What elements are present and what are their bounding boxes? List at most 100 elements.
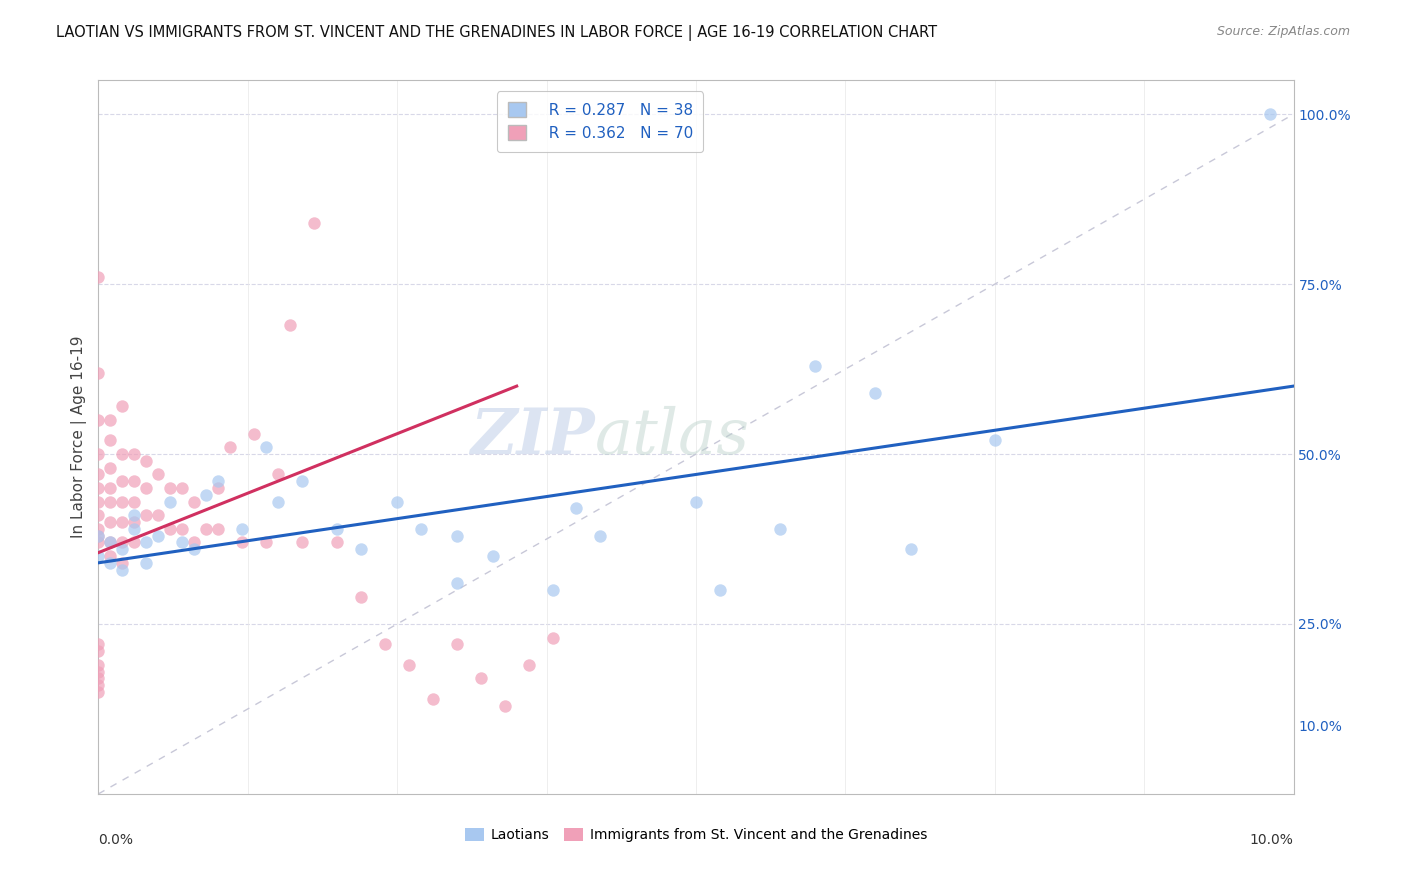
Point [98, 535, 122, 549]
Point [159, 494, 181, 508]
Point [482, 549, 505, 563]
Point [517, 657, 540, 672]
Point [135, 535, 157, 549]
Point [111, 556, 134, 570]
Point [87, 685, 110, 699]
Point [446, 576, 468, 591]
Point [87, 535, 110, 549]
Point [124, 447, 146, 461]
Point [267, 494, 290, 508]
Point [98, 535, 122, 549]
Point [148, 508, 170, 523]
Point [231, 535, 253, 549]
Point [87, 528, 110, 542]
Point [183, 542, 205, 557]
Point [124, 522, 146, 536]
Point [135, 508, 157, 523]
Point [87, 447, 110, 461]
Point [111, 400, 134, 414]
Point [87, 270, 110, 285]
Point [385, 494, 409, 508]
Point [87, 494, 110, 508]
Point [589, 528, 612, 542]
Point [148, 528, 170, 542]
Text: ZIP: ZIP [470, 407, 595, 467]
Point [111, 447, 134, 461]
Point [98, 460, 122, 475]
Point [98, 515, 122, 529]
Point [1258, 107, 1281, 121]
Point [159, 481, 181, 495]
Point [87, 467, 110, 482]
Point [124, 508, 146, 523]
Point [111, 542, 134, 557]
Text: 10.0%: 10.0% [1250, 833, 1294, 847]
Point [254, 440, 277, 454]
Point [291, 475, 314, 489]
Y-axis label: In Labor Force | Age 16-19: In Labor Force | Age 16-19 [72, 335, 87, 539]
Point [124, 535, 146, 549]
Point [87, 644, 110, 658]
Point [326, 522, 349, 536]
Point [219, 440, 242, 454]
Point [87, 481, 110, 495]
Legend:   R = 0.287   N = 38,   R = 0.362   N = 70: R = 0.287 N = 38, R = 0.362 N = 70 [498, 92, 703, 152]
Point [470, 671, 492, 685]
Point [135, 481, 157, 495]
Point [135, 556, 157, 570]
Point [769, 522, 792, 536]
Point [374, 637, 396, 651]
Point [87, 678, 110, 692]
Point [135, 454, 157, 468]
Point [87, 508, 110, 523]
Point [302, 216, 325, 230]
Point [183, 494, 205, 508]
Point [267, 467, 290, 482]
Point [207, 481, 229, 495]
Point [87, 665, 110, 679]
Point [124, 494, 146, 508]
Point [411, 522, 433, 536]
Point [326, 535, 349, 549]
Point [111, 515, 134, 529]
Point [865, 385, 887, 400]
Point [172, 535, 194, 549]
Point [350, 542, 373, 557]
Point [172, 481, 194, 495]
Point [87, 366, 110, 380]
Point [398, 657, 420, 672]
Point [446, 528, 468, 542]
Point [254, 535, 277, 549]
Point [87, 657, 110, 672]
Text: Source: ZipAtlas.com: Source: ZipAtlas.com [1216, 25, 1350, 38]
Point [494, 698, 516, 713]
Point [195, 522, 218, 536]
Point [87, 549, 110, 563]
Point [98, 481, 122, 495]
Point [243, 426, 266, 441]
Point [87, 637, 110, 651]
Point [111, 475, 134, 489]
Point [87, 671, 110, 685]
Point [172, 522, 194, 536]
Point [111, 494, 134, 508]
Point [207, 522, 229, 536]
Point [350, 590, 373, 604]
Point [98, 413, 122, 427]
Point [87, 528, 110, 542]
Point [98, 549, 122, 563]
Point [685, 494, 707, 508]
Point [541, 631, 564, 645]
Point [148, 467, 170, 482]
Point [291, 535, 314, 549]
Point [984, 434, 1007, 448]
Point [87, 413, 110, 427]
Text: LAOTIAN VS IMMIGRANTS FROM ST. VINCENT AND THE GRENADINES IN LABOR FORCE | AGE 1: LAOTIAN VS IMMIGRANTS FROM ST. VINCENT A… [56, 25, 938, 41]
Point [124, 475, 146, 489]
Point [159, 522, 181, 536]
Point [98, 556, 122, 570]
Point [231, 522, 253, 536]
Point [183, 535, 205, 549]
Point [446, 637, 468, 651]
Point [804, 359, 827, 373]
